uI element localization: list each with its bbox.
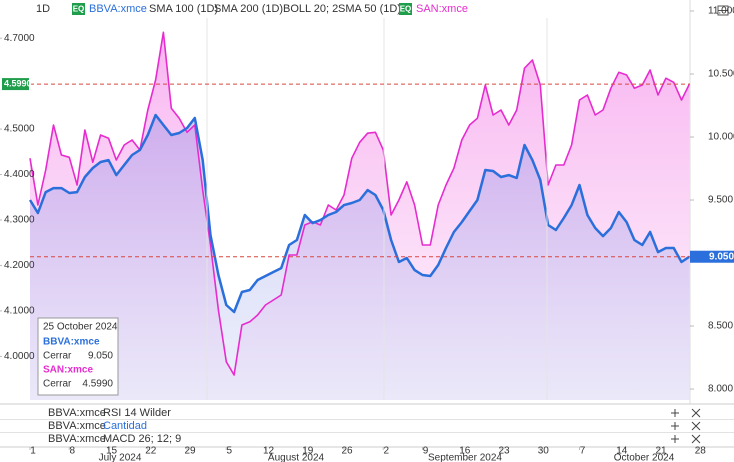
tooltip-field: Cerrar	[43, 379, 72, 390]
close-icon	[691, 408, 701, 418]
layout-icon[interactable]	[717, 5, 729, 16]
x-tick-label: 28	[695, 446, 707, 457]
tooltip-series: BBVA:xmce	[43, 337, 100, 348]
panel-close-button[interactable]	[691, 408, 701, 418]
tooltip-value: 9.050	[88, 351, 113, 362]
y2-tick-label: 11.000	[708, 6, 734, 17]
x-tick-label: 7	[580, 446, 586, 457]
y2-tick-label: 8.000	[708, 384, 733, 395]
x-tick-label: 5	[226, 446, 232, 457]
panel-add-button[interactable]	[671, 422, 679, 430]
panel-name[interactable]: RSI 14 Wilder	[103, 407, 171, 419]
eq-badge	[72, 3, 85, 15]
x-tick-label: 15	[106, 446, 118, 457]
y2-tick-label: 8.500	[708, 321, 733, 332]
indicator[interactable]: SMA 100 (1D)	[149, 3, 218, 15]
month-label: August 2024	[268, 453, 325, 462]
x-tick-label: 22	[145, 446, 157, 457]
tooltip-value: 4.5990	[82, 379, 113, 390]
x-tick-label: 30	[538, 446, 550, 457]
timeframe: 1D	[36, 3, 50, 15]
eq-badge	[399, 3, 412, 15]
month-label: July 2024	[99, 453, 142, 462]
y-tick-label: 4.7000	[4, 33, 35, 44]
legend-series[interactable]: SAN:xmce	[416, 3, 468, 15]
y2-tick-label: 10.500	[708, 69, 734, 80]
close-icon	[691, 434, 701, 444]
y-tick-label: 4.3000	[4, 215, 35, 226]
x-tick-label: 19	[302, 446, 314, 457]
close-icon	[691, 421, 701, 431]
x-tick-label: 9	[423, 446, 429, 457]
x-tick-label: 12	[263, 446, 275, 457]
panel-symbol: BBVA:xmce	[48, 407, 106, 419]
plot-area	[28, 31, 691, 401]
x-tick-label: 2	[383, 446, 389, 457]
y-tick-label: 4.2000	[4, 260, 35, 271]
indicator[interactable]: SMA 200 (1D)	[214, 3, 283, 15]
x-tick-label: 14	[616, 446, 628, 457]
panel-name[interactable]: Cantidad	[103, 420, 147, 432]
y-tick-label: 4.5000	[4, 124, 35, 135]
x-tick-label: 26	[341, 446, 353, 457]
panel-close-button[interactable]	[691, 421, 701, 431]
last-price-badge	[690, 250, 734, 263]
panel-symbol: BBVA:xmce	[48, 433, 106, 445]
y2-tick-label: 10.000	[708, 132, 734, 143]
x-tick-label: 23	[498, 446, 510, 457]
tooltip-series: SAN:xmce	[43, 365, 93, 376]
last-price-badge	[2, 78, 29, 91]
panel-add-button[interactable]	[671, 435, 679, 443]
y-tick-label: 4.0000	[4, 351, 35, 362]
y2-tick-label: 9.500	[708, 195, 733, 206]
legend-series[interactable]: BBVA:xmce	[89, 3, 147, 15]
x-tick-label: 8	[69, 446, 75, 457]
tooltip-field: Cerrar	[43, 351, 72, 362]
x-tick-label: 16	[459, 446, 471, 457]
last-price-label: 9.050	[709, 251, 734, 262]
series-line	[28, 113, 691, 314]
panel-close-button[interactable]	[691, 434, 701, 444]
series-area	[30, 115, 690, 400]
month-label: October 2024	[614, 453, 675, 462]
y-tick-label: 4.1000	[4, 306, 35, 317]
eq-badge-text: EQ	[73, 5, 85, 14]
indicator[interactable]: BOLL 20; 2	[283, 3, 338, 15]
x-tick-label: 1	[30, 446, 36, 457]
x-tick-label: 29	[184, 446, 196, 457]
month-label: September 2024	[428, 453, 502, 462]
x-tick-label: 21	[655, 446, 667, 457]
y-tick-label: 4.4000	[4, 169, 35, 180]
panel-symbol: BBVA:xmce	[48, 420, 106, 432]
panel-add-button[interactable]	[671, 409, 679, 417]
tooltip: 25 October 2024 BBVA:xmce Cerrar 9.050 S…	[37, 317, 119, 396]
panel-name[interactable]: MACD 26; 12; 9	[103, 433, 181, 445]
indicator[interactable]: SMA 50 (1D)	[338, 3, 401, 15]
eq-badge-text: EQ	[400, 5, 412, 14]
last-price-label: 4.5990	[4, 78, 32, 88]
tooltip-date: 25 October 2024	[43, 322, 118, 333]
